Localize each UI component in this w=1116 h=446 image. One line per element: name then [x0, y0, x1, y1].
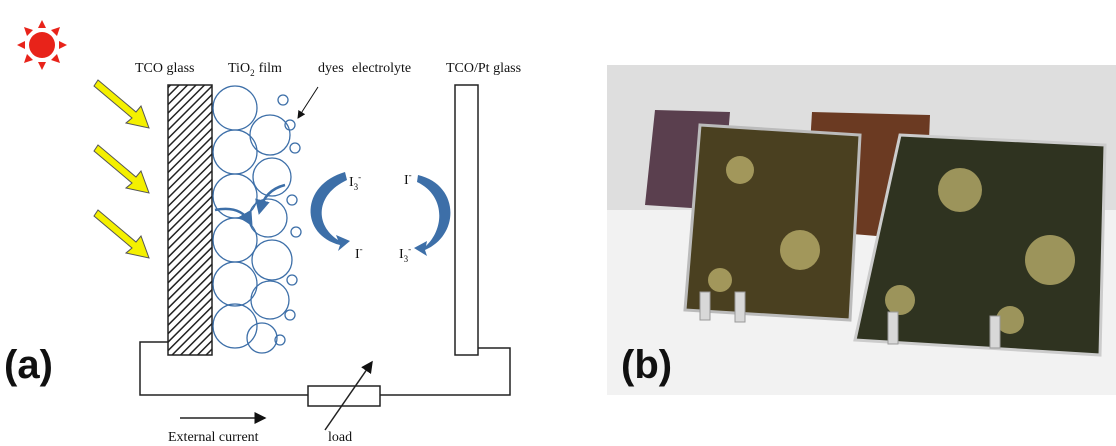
ion-label: I3- — [399, 244, 411, 264]
panel-label: (b) — [621, 343, 672, 387]
redox-arrows — [311, 172, 451, 256]
ions: I3- I- I- I3- — [349, 170, 412, 264]
label-external-current: External current — [168, 430, 259, 445]
ion-label: I3- — [349, 172, 361, 192]
ion-label: I- — [355, 244, 363, 262]
ion-label: I- — [404, 170, 412, 188]
panel-label: (a) — [4, 343, 53, 387]
light-arrows — [94, 80, 149, 258]
label-dyes: dyes — [318, 61, 344, 76]
label-electrolyte: electrolyte — [352, 61, 411, 76]
tco-glass — [168, 85, 212, 355]
figure: TCO glass TiO2film dyes electrolyte TCO/… — [0, 0, 1116, 446]
dyes-pointer — [298, 87, 318, 118]
tio2-particles — [213, 86, 301, 353]
label-tco-glass: TCO glass — [135, 61, 195, 76]
label-load: load — [328, 430, 352, 445]
tco-pt-glass — [455, 85, 478, 355]
sun — [17, 20, 67, 70]
panel-b-photo: (b) — [607, 65, 1116, 395]
label-tco-pt-glass: TCO/Pt glass — [446, 61, 521, 76]
